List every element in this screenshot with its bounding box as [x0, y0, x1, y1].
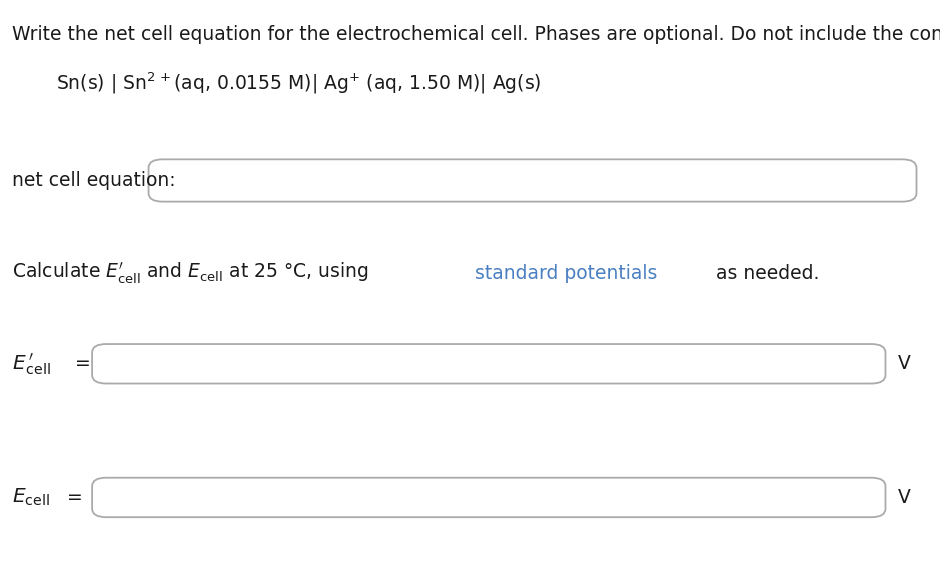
FancyBboxPatch shape [149, 159, 916, 201]
Text: $E\,^{\prime}_{\!\mathrm{cell}}$: $E\,^{\prime}_{\!\mathrm{cell}}$ [12, 351, 51, 377]
Text: V: V [898, 488, 911, 507]
FancyBboxPatch shape [92, 478, 885, 517]
Text: $E_{\mathrm{cell}}$: $E_{\mathrm{cell}}$ [12, 487, 50, 508]
Text: Calculate $E^{\prime}_{\mathrm{cell}}$ and $E_{\mathrm{cell}}$ at 25 °C, using: Calculate $E^{\prime}_{\mathrm{cell}}$ a… [12, 261, 370, 287]
Text: net cell equation:: net cell equation: [12, 171, 176, 190]
Text: V: V [898, 354, 911, 373]
Text: standard potentials: standard potentials [475, 264, 657, 283]
Text: Write the net cell equation for the electrochemical cell. Phases are optional. D: Write the net cell equation for the elec… [12, 25, 940, 45]
Text: =: = [67, 488, 83, 507]
FancyBboxPatch shape [92, 344, 885, 384]
Text: Sn(s) $|$ Sn$^{2\,+}$(aq, 0.0155 M)$|$ Ag$^{+}$ (aq, 1.50 M)$|$ Ag(s): Sn(s) $|$ Sn$^{2\,+}$(aq, 0.0155 M)$|$ A… [56, 70, 541, 96]
Text: as needed.: as needed. [710, 264, 820, 283]
Text: =: = [75, 354, 91, 373]
